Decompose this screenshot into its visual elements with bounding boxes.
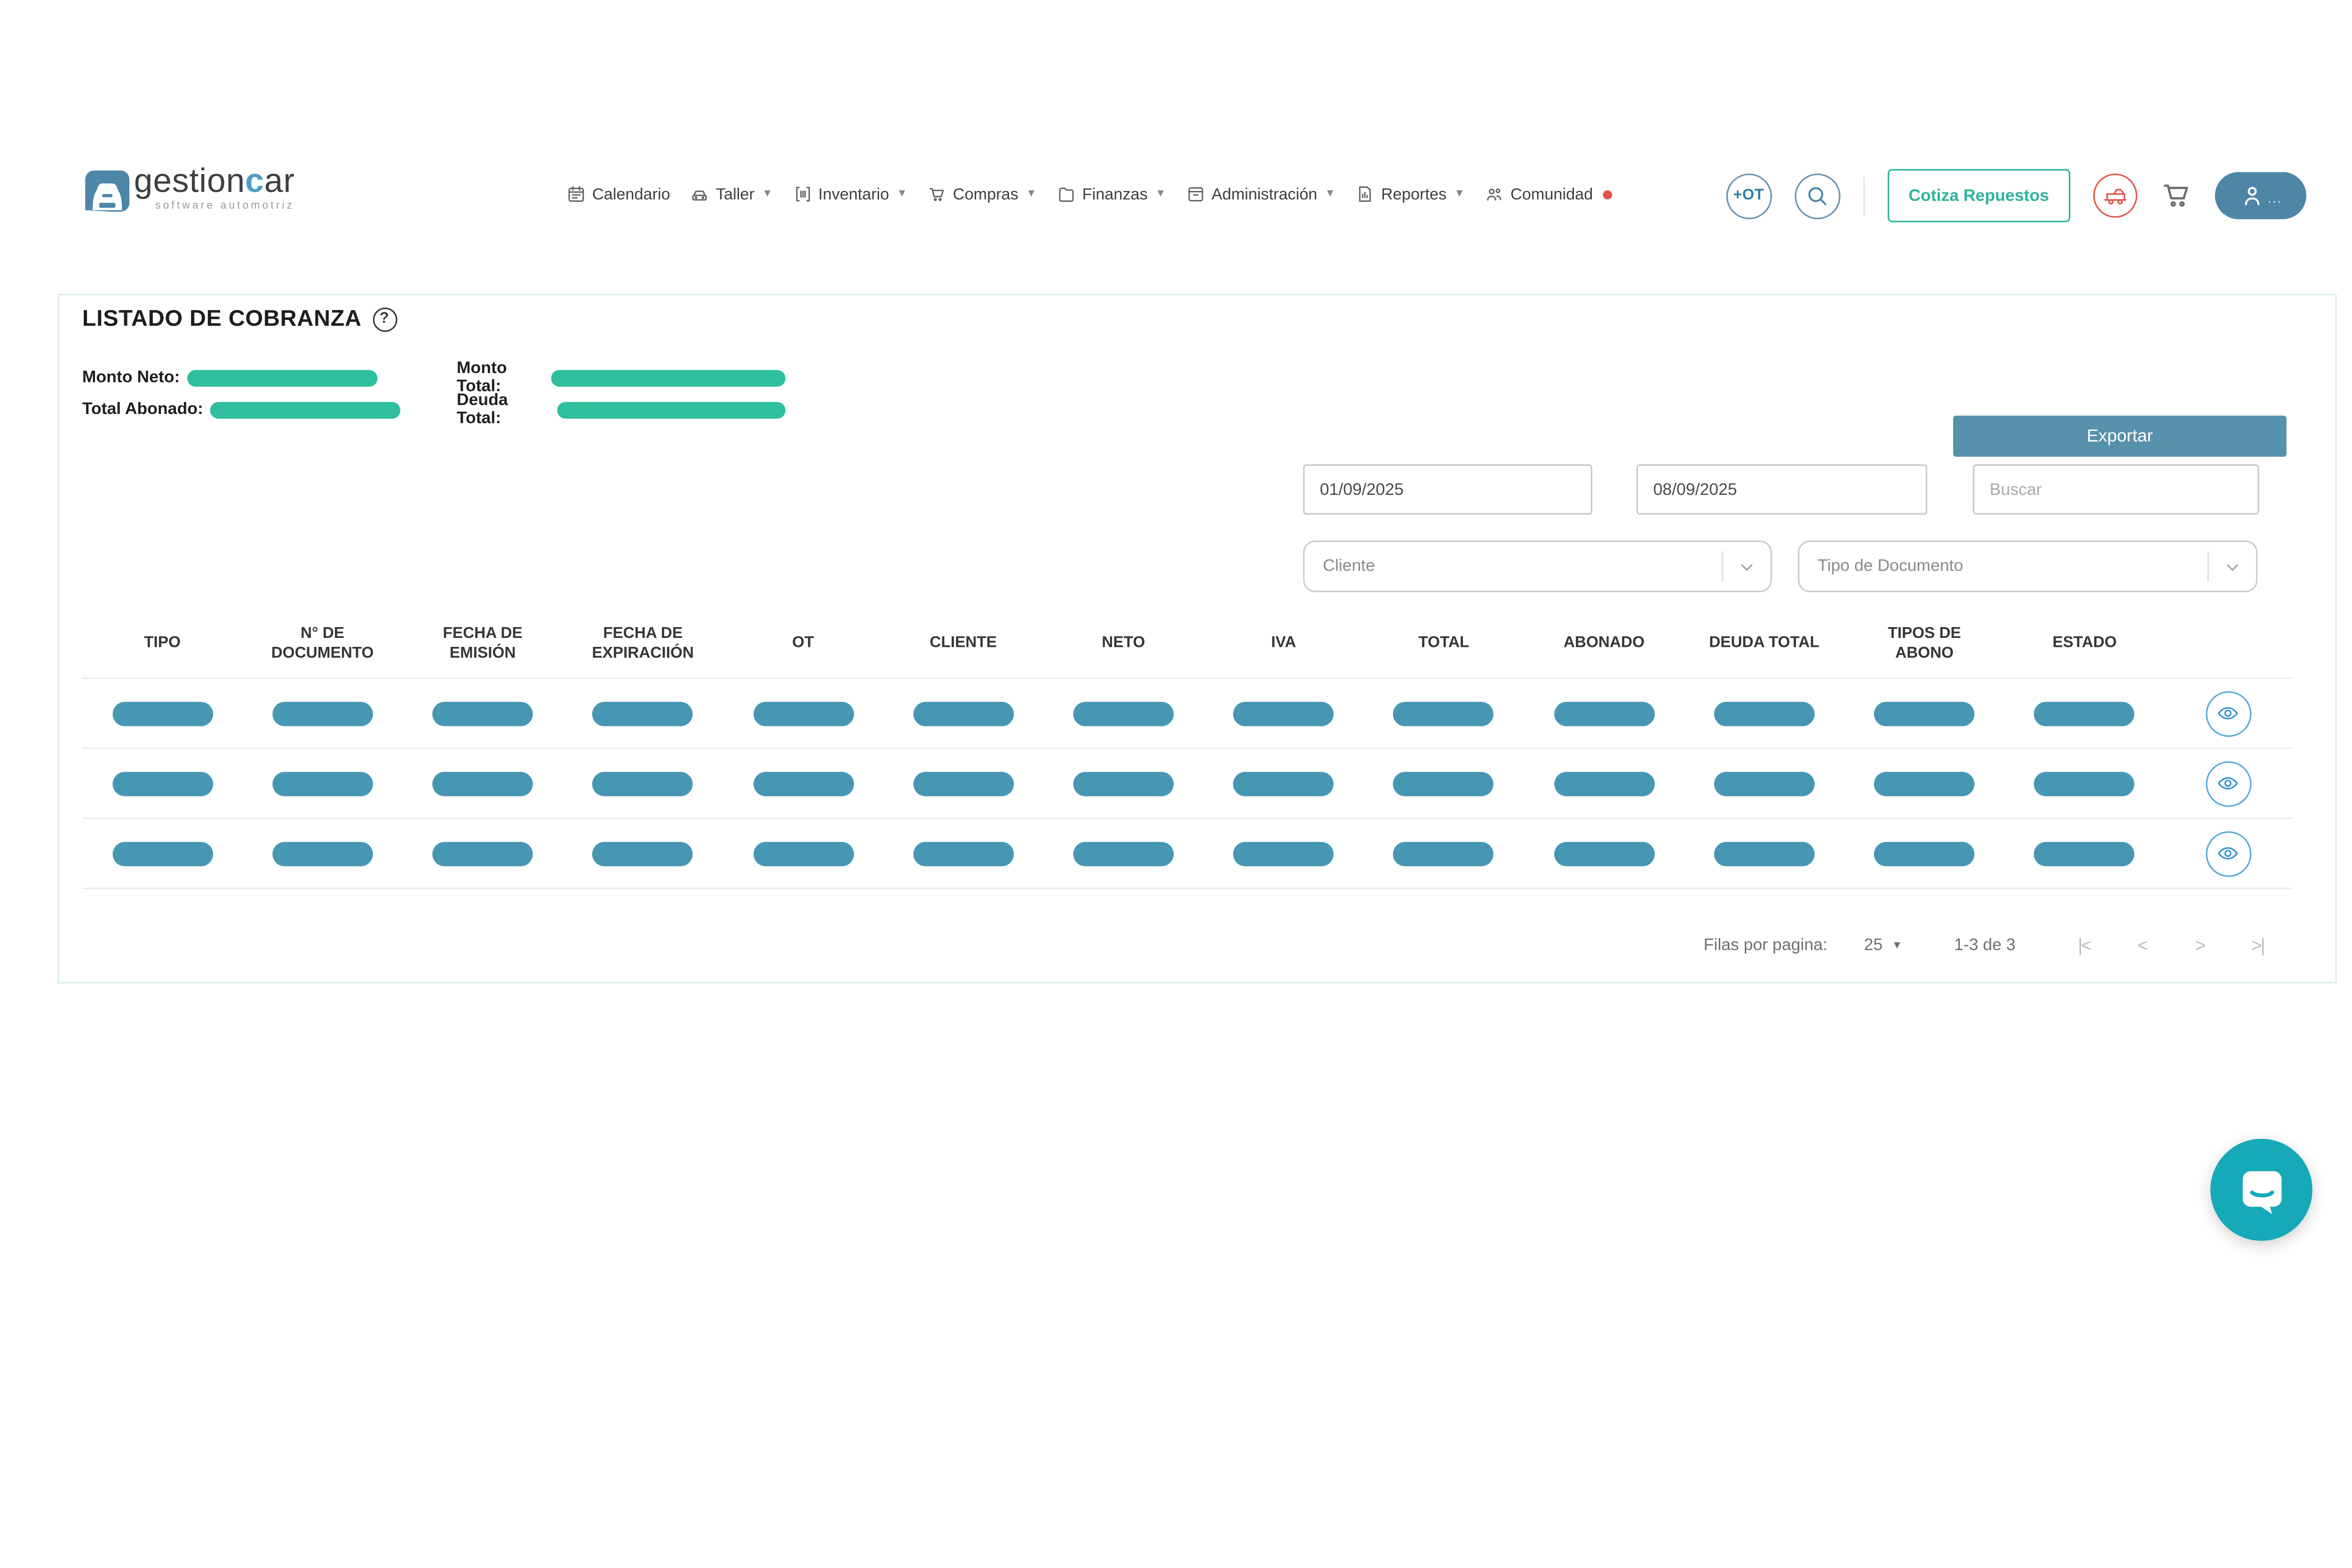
top-bar: gestioncar software automotriz Calendari… bbox=[0, 152, 2352, 244]
page-title: LISTADO DE COBRANZA ? bbox=[82, 306, 397, 332]
brand-logo[interactable]: gestioncar software automotriz bbox=[84, 161, 295, 214]
view-row-button[interactable] bbox=[2206, 830, 2252, 876]
monto-neto-label: Monto Neto: bbox=[82, 368, 180, 387]
user-menu-button[interactable]: ... bbox=[2215, 172, 2306, 220]
chevron-down-icon bbox=[2227, 563, 2238, 570]
search-icon bbox=[1808, 187, 1827, 206]
chat-launcher-button[interactable] bbox=[2210, 1138, 2312, 1241]
chevron-down-icon: ▼ bbox=[1325, 189, 1336, 199]
user-menu-ellipsis: ... bbox=[2267, 191, 2283, 206]
dropdown-arrow-icon: ▼ bbox=[1891, 940, 1903, 951]
actions-divider bbox=[1863, 175, 1865, 215]
summary-deuda-total: Deuda Total: bbox=[457, 391, 786, 428]
pagination-range: 1-3 de 3 bbox=[1954, 936, 2016, 955]
tow-truck-button[interactable] bbox=[2093, 173, 2137, 218]
cobranza-table: TIPO N° DE DOCUMENTO FECHA DE EMISIÓN FE… bbox=[82, 624, 2293, 889]
report-file-icon bbox=[1355, 184, 1375, 204]
monto-total-value-redacted bbox=[550, 369, 786, 386]
rows-per-page-label: Filas por pagina: bbox=[1703, 936, 1828, 955]
nav-item-finanzas[interactable]: Finanzas ▼ bbox=[1057, 184, 1166, 204]
rows-per-page-select[interactable]: 25 ▼ bbox=[1864, 936, 1903, 955]
main-nav: Calendario Taller ▼ Inventario ▼ Compras ▼ … bbox=[566, 184, 1613, 204]
table-header: TIPO N° DE DOCUMENTO FECHA DE EMISIÓN FE… bbox=[82, 624, 2293, 679]
summary-total-abonado: Total Abonado: bbox=[82, 398, 401, 422]
eye-icon bbox=[2218, 777, 2239, 790]
eye-icon bbox=[2218, 847, 2239, 860]
search-button[interactable] bbox=[1794, 173, 1840, 219]
nav-item-compras[interactable]: Compras ▼ bbox=[927, 184, 1037, 204]
user-icon bbox=[2244, 187, 2259, 206]
calendar-icon bbox=[566, 184, 586, 204]
cliente-select[interactable]: Cliente bbox=[1303, 540, 1772, 592]
table-row bbox=[82, 749, 2293, 820]
nav-item-comunidad[interactable]: Comunidad bbox=[1485, 184, 1613, 204]
people-icon bbox=[1485, 184, 1504, 204]
pagination: Filas por pagina: 25 ▼ 1-3 de 3 |< < > >| bbox=[1704, 935, 2287, 956]
chevron-down-icon: ▼ bbox=[1155, 189, 1166, 199]
next-page-button[interactable]: > bbox=[2195, 935, 2206, 956]
summary-totals: Monto Neto: Total Abonado: Monto Total: … bbox=[82, 359, 786, 428]
cotiza-repuestos-button[interactable]: Cotiza Repuestos bbox=[1887, 169, 2071, 223]
view-row-button[interactable] bbox=[2206, 690, 2252, 736]
brand-tagline: software automotriz bbox=[155, 201, 295, 212]
actions-column-header bbox=[2165, 624, 2293, 665]
nav-item-calendario[interactable]: Calendario bbox=[566, 184, 670, 204]
nav-item-inventario[interactable]: Inventario ▼ bbox=[792, 184, 907, 204]
total-abonado-value-redacted bbox=[211, 401, 401, 418]
chevron-down-icon: ▼ bbox=[1026, 189, 1037, 199]
date-to-input[interactable] bbox=[1636, 464, 1928, 515]
summary-monto-total: Monto Total: bbox=[457, 359, 786, 396]
eye-icon bbox=[2218, 707, 2239, 720]
header-actions: +OT Cotiza Repuestos ... bbox=[1725, 169, 2306, 223]
nav-item-administracion[interactable]: Administración ▼ bbox=[1185, 184, 1335, 204]
total-abonado-label: Total Abonado: bbox=[82, 400, 203, 419]
cell-redacted bbox=[112, 701, 213, 726]
help-icon[interactable]: ? bbox=[372, 307, 397, 331]
monto-total-label: Monto Total: bbox=[456, 359, 507, 396]
last-page-button[interactable]: >| bbox=[2251, 935, 2265, 956]
chevron-down-icon: ▼ bbox=[762, 189, 773, 199]
table-row bbox=[82, 819, 2293, 889]
cart-icon bbox=[2163, 184, 2188, 207]
barcode-icon bbox=[792, 184, 812, 204]
prev-page-button[interactable]: < bbox=[2137, 935, 2148, 956]
monto-neto-value-redacted bbox=[187, 369, 378, 386]
chevron-down-icon: ▼ bbox=[897, 189, 907, 199]
notification-dot bbox=[1603, 189, 1613, 199]
chevron-down-icon: ▼ bbox=[1454, 189, 1465, 199]
chat-bubble-icon bbox=[2242, 1170, 2281, 1214]
export-button[interactable]: Exportar bbox=[1953, 415, 2287, 457]
archive-box-icon bbox=[1185, 184, 1205, 204]
deuda-total-value-redacted bbox=[558, 401, 786, 418]
garage-car-icon bbox=[85, 170, 130, 212]
search-input[interactable] bbox=[1973, 464, 2259, 515]
first-page-button[interactable]: |< bbox=[2078, 935, 2092, 956]
tow-truck-icon bbox=[2104, 189, 2127, 205]
summary-monto-neto: Monto Neto: bbox=[82, 366, 401, 390]
new-ot-button[interactable]: +OT bbox=[1725, 173, 1772, 219]
cobranza-card: LISTADO DE COBRANZA ? Monto Neto: Total … bbox=[57, 294, 2337, 984]
view-row-button[interactable] bbox=[2206, 760, 2252, 806]
nav-item-taller[interactable]: Taller ▼ bbox=[690, 184, 773, 204]
table-row bbox=[82, 679, 2293, 749]
tipo-documento-select[interactable]: Tipo de Documento bbox=[1797, 540, 2258, 592]
deuda-total-label: Deuda Total: bbox=[456, 391, 508, 428]
car-icon bbox=[690, 184, 710, 204]
cart-button[interactable] bbox=[2160, 180, 2192, 212]
nav-item-reportes[interactable]: Reportes ▼ bbox=[1355, 184, 1465, 204]
chevron-down-icon bbox=[1741, 563, 1753, 570]
folder-icon bbox=[1057, 184, 1076, 204]
date-from-input[interactable] bbox=[1303, 464, 1593, 515]
cart-icon bbox=[927, 184, 947, 204]
brand-name: gestioncar bbox=[134, 161, 295, 199]
